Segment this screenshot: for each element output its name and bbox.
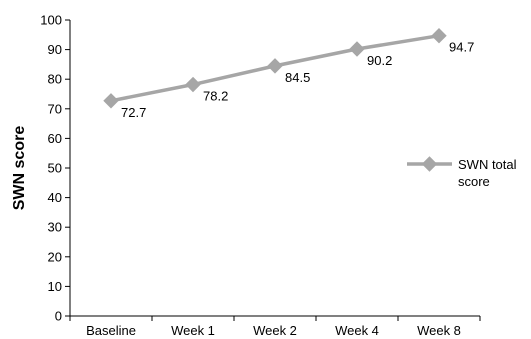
y-tick-label: 50 <box>48 161 62 176</box>
x-tick-label: Week 1 <box>171 323 215 338</box>
y-tick-label: 40 <box>48 190 62 205</box>
y-tick-label: 90 <box>48 42 62 57</box>
y-tick-label: 80 <box>48 72 62 87</box>
x-tick-label: Baseline <box>86 323 136 338</box>
series-layer: 72.7 78.2 84.5 90.2 94.7 <box>103 27 474 120</box>
data-point-marker <box>103 93 119 109</box>
y-tick-label: 70 <box>48 101 62 116</box>
y-tick-label: 10 <box>48 279 62 294</box>
data-label: 94.7 <box>449 40 474 55</box>
y-tick-label: 20 <box>48 249 62 264</box>
legend-label: SWN total <box>458 157 517 172</box>
y-tick-label: 60 <box>48 131 62 146</box>
data-point-marker <box>267 58 283 74</box>
legend-label: score <box>458 174 490 189</box>
y-axis-title: SWN score <box>11 126 28 211</box>
x-tick-label: Week 8 <box>417 323 461 338</box>
data-point-marker <box>349 41 365 57</box>
data-label: 84.5 <box>285 70 310 85</box>
data-label: 90.2 <box>367 53 392 68</box>
y-tick-label: 100 <box>40 13 62 28</box>
x-tick-label: Week 2 <box>253 323 297 338</box>
x-axis-ticks: Baseline Week 1 Week 2 Week 4 Week 8 <box>69 316 481 338</box>
y-axis-ticks: 0 10 20 30 40 50 60 70 80 90 100 <box>40 13 70 324</box>
legend: SWN total score <box>407 156 517 189</box>
x-tick-label: Week 4 <box>335 323 379 338</box>
data-point-marker <box>185 76 201 93</box>
data-label: 72.7 <box>121 105 146 120</box>
y-tick-label: 30 <box>48 220 62 235</box>
data-label: 78.2 <box>203 89 228 104</box>
y-tick-label: 0 <box>55 309 62 324</box>
legend-marker-swatch <box>421 156 438 172</box>
data-point-marker <box>431 27 447 44</box>
